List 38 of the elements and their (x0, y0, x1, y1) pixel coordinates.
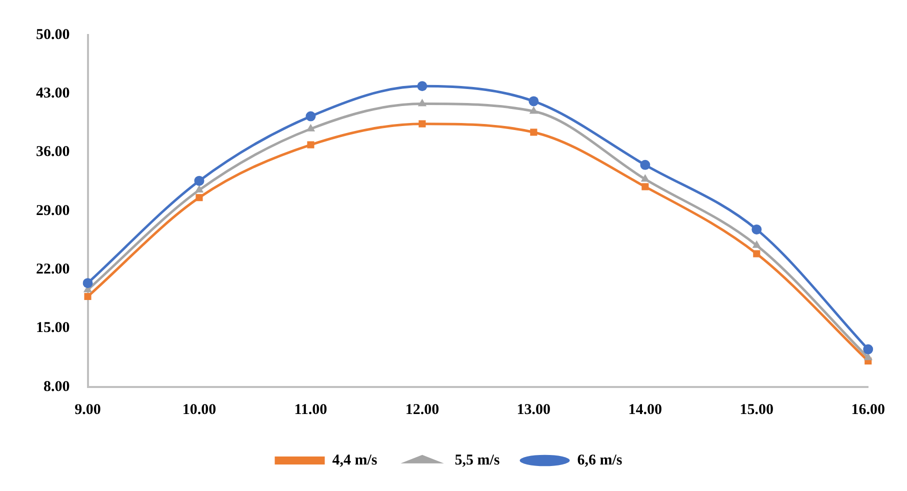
point (529, 106, 538, 114)
point (196, 194, 203, 202)
y-tick-label: 36.00 (36, 144, 70, 160)
point (528, 96, 539, 106)
x-tick-label: 16.00 (851, 402, 885, 418)
point (752, 240, 761, 248)
legend-label: 5,5 m/s (454, 452, 500, 468)
point (863, 344, 874, 354)
y-tick-label: 8.00 (44, 378, 70, 395)
y-tick-label: 43.00 (36, 86, 70, 102)
y-tick-label: 22.00 (36, 262, 70, 278)
x-tick-label: 10.00 (182, 402, 216, 418)
x-tick-label: 12.00 (405, 402, 440, 418)
point (642, 183, 649, 190)
x-tick-label: 15.00 (740, 402, 774, 418)
x-tick-label: 11.00 (294, 402, 328, 418)
point (84, 292, 92, 300)
legend-label: 4,4 m/s (332, 452, 378, 468)
point (753, 250, 760, 258)
point (306, 111, 316, 122)
point (82, 278, 93, 288)
point (194, 185, 204, 193)
y-tick-label: 15.00 (36, 320, 70, 336)
y-tick-label: 50.00 (36, 26, 70, 43)
y-tick-label: 29.00 (36, 202, 70, 219)
point (752, 224, 762, 234)
point (640, 160, 650, 170)
x-tick-label: 9.00 (74, 402, 101, 418)
point (417, 81, 428, 92)
point (418, 98, 427, 106)
point (640, 174, 650, 182)
point (194, 176, 204, 186)
point (530, 128, 538, 136)
legend-label: 6,6 m/s (577, 452, 622, 468)
x-tick-label: 13.00 (516, 402, 551, 418)
x-tick-label: 14.00 (628, 402, 662, 418)
point (418, 120, 426, 128)
point (307, 141, 314, 148)
